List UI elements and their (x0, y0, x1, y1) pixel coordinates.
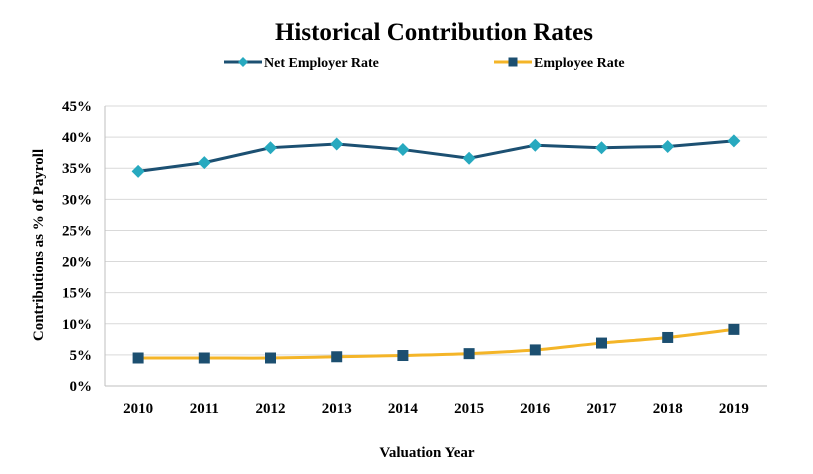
y-axis-label: Contributions as % of Payroll (31, 149, 47, 341)
x-tick-label: 2015 (454, 401, 484, 417)
y-tick-label: 35% (62, 161, 92, 177)
data-point (529, 344, 541, 356)
y-tick-label: 45% (62, 99, 92, 115)
data-point (528, 138, 542, 152)
data-point (264, 141, 277, 155)
chart-legend: Net Employer Rate Employee Rate (224, 56, 625, 71)
data-point (728, 323, 740, 335)
x-axis-tick-labels: 2010 2011 2012 2013 2014 2015 2016 2017 2018 2019 (123, 401, 749, 417)
x-tick-label: 2013 (322, 401, 352, 417)
y-tick-label: 25% (62, 223, 92, 239)
gridlines (105, 105, 767, 356)
data-point (396, 143, 410, 157)
legend-item: Employee Rate (494, 56, 625, 71)
y-tick-label: 30% (62, 192, 92, 208)
data-point (198, 352, 210, 364)
series-employee-rate (132, 323, 740, 364)
legend-marker (508, 57, 518, 67)
legend-item: Net Employer Rate (224, 56, 379, 71)
data-point (265, 352, 276, 364)
y-tick-label: 40% (62, 130, 92, 146)
chart-series (131, 134, 741, 364)
y-tick-label: 20% (62, 255, 92, 271)
data-point (462, 151, 476, 165)
x-tick-label: 2010 (123, 401, 153, 417)
chart-title: Historical Contribution Rates (275, 19, 593, 46)
y-tick-label: 15% (62, 286, 92, 302)
y-tick-label: 10% (62, 317, 92, 333)
x-tick-label: 2019 (719, 401, 749, 417)
series-net-employer-rate (131, 134, 741, 178)
data-point (596, 337, 607, 349)
data-point (463, 348, 475, 360)
x-tick-label: 2011 (190, 401, 219, 417)
x-tick-label: 2014 (388, 401, 419, 417)
data-point (330, 137, 344, 151)
data-point (397, 350, 409, 362)
chart-axes (104, 106, 767, 387)
x-tick-label: 2018 (653, 401, 683, 417)
legend-label: Employee Rate (534, 56, 625, 71)
data-point (131, 164, 145, 178)
data-point (661, 139, 675, 153)
legend-label: Net Employer Rate (264, 56, 379, 71)
x-tick-label: 2012 (256, 401, 286, 417)
x-axis-label: Valuation Year (379, 445, 474, 461)
data-point (662, 331, 674, 343)
series-line (138, 327, 735, 360)
data-point (132, 352, 144, 364)
legend-marker (238, 57, 248, 67)
data-point (331, 351, 343, 363)
x-tick-label: 2016 (520, 401, 551, 417)
data-point (197, 156, 211, 170)
y-tick-label: 0% (70, 379, 93, 395)
y-tick-label: 5% (70, 348, 93, 364)
data-point (727, 134, 741, 148)
y-axis-tick-labels: 0% 5% 10% 15% 20% 25% 30% 35% 40% 45% (62, 99, 92, 395)
x-tick-label: 2017 (587, 401, 618, 417)
data-point (595, 141, 608, 155)
series-line (137, 139, 735, 173)
